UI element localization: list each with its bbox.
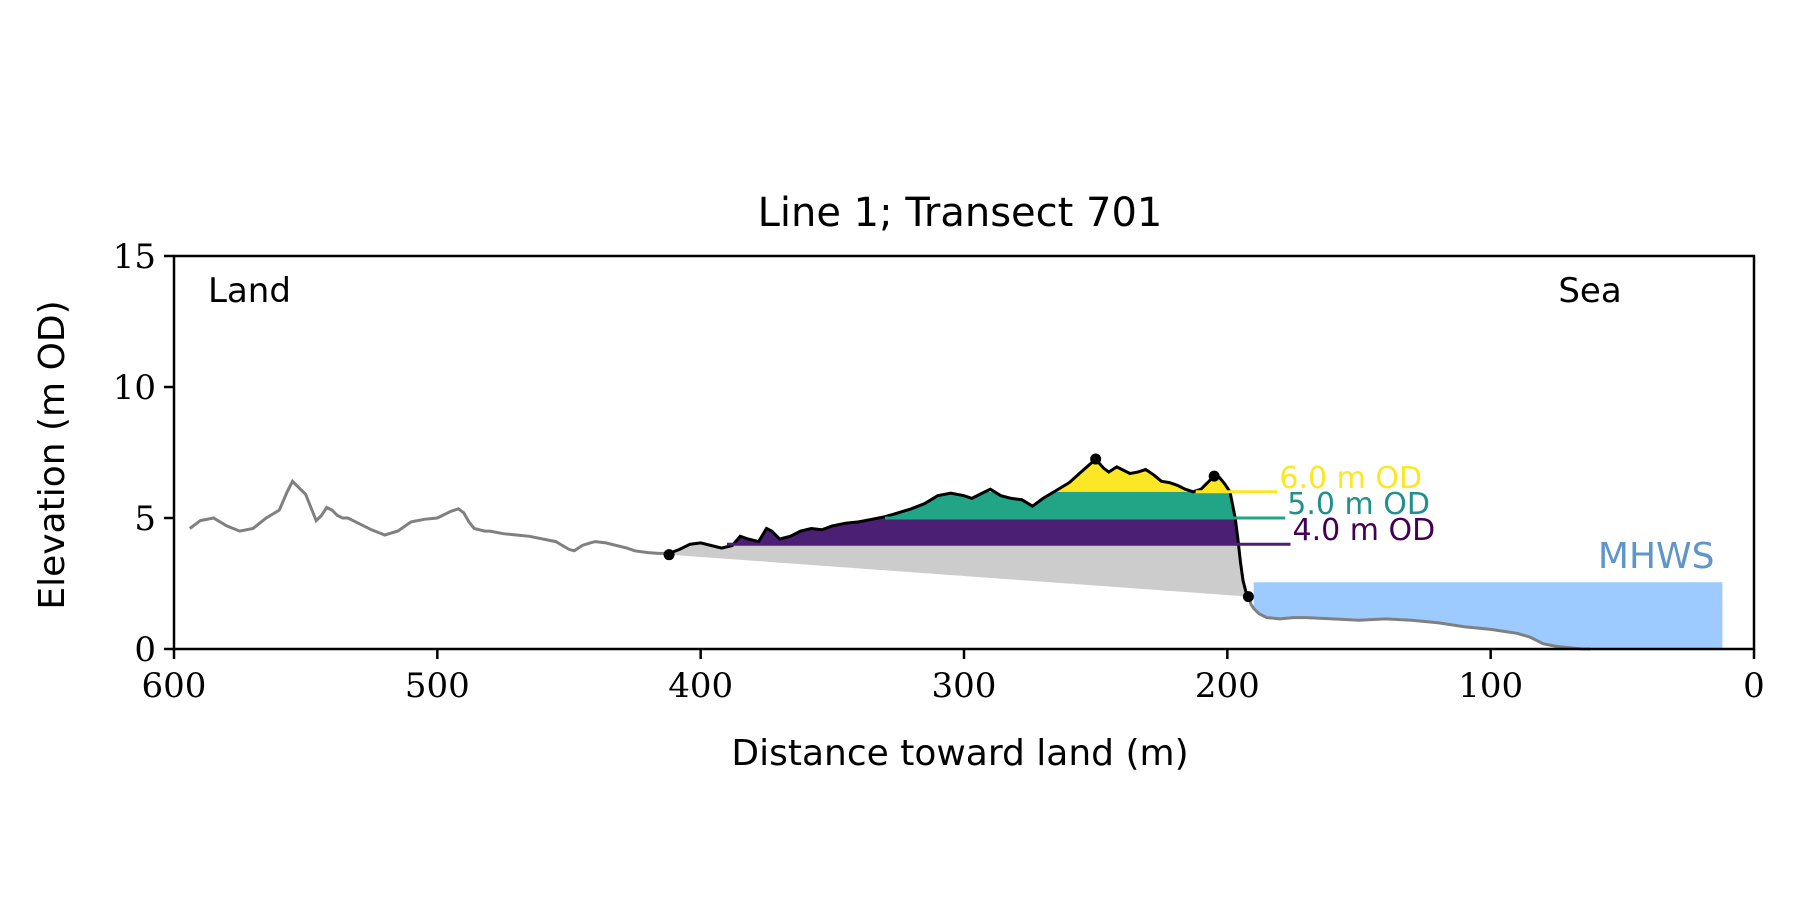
y-axis-label: Elevation (m OD) [32, 300, 73, 609]
threshold-label-5: 5.0 m OD [1287, 487, 1430, 522]
x-axis-label: Distance toward land (m) [731, 733, 1188, 774]
label-layer: 4.0 m OD5.0 m OD6.0 m OD MHWS [1279, 461, 1714, 577]
y-tick-label-5: 5 [134, 499, 156, 539]
sea-label: Sea [1558, 271, 1621, 311]
threshold-label-6: 6.0 m OD [1279, 461, 1422, 496]
dune-marker-3 [1208, 470, 1220, 482]
x-tick-label-300: 300 [932, 666, 997, 706]
mhws-label: MHWS [1598, 536, 1715, 577]
below-dune-area [669, 544, 1249, 597]
x-tick-label-200: 200 [1195, 666, 1260, 706]
line-layer [188, 453, 1591, 651]
dune-marker-4 [1242, 591, 1254, 603]
chart-title: Line 1; Transect 701 [758, 190, 1163, 236]
profile-dune-line [668, 456, 1250, 596]
band-6m [986, 459, 1229, 492]
dune-marker-1 [663, 549, 675, 561]
land-label: Land [208, 271, 291, 311]
y-tick-label-15: 15 [113, 237, 156, 277]
x-tick-label-400: 400 [668, 666, 733, 706]
x-tick-label-100: 100 [1458, 666, 1523, 706]
x-tick-label-0: 0 [1743, 666, 1765, 706]
axes-layer: 600 500 400 300 200 100 0 0 5 10 15 [113, 237, 1765, 706]
fill-layer [669, 459, 1723, 649]
dune-marker-2 [1090, 453, 1102, 465]
x-tick-label-500: 500 [405, 666, 470, 706]
y-tick-label-0: 0 [134, 630, 156, 670]
profile-seaward-line [1246, 593, 1591, 651]
y-tick-label-10: 10 [113, 368, 156, 408]
threshold-label-4: 4.0 m OD [1293, 513, 1436, 548]
x-tick-label-600: 600 [142, 666, 207, 706]
profile-landward-line [188, 478, 670, 555]
mhws-area [1253, 582, 1723, 649]
band-4m [691, 518, 1238, 545]
band-5m [879, 491, 1234, 518]
